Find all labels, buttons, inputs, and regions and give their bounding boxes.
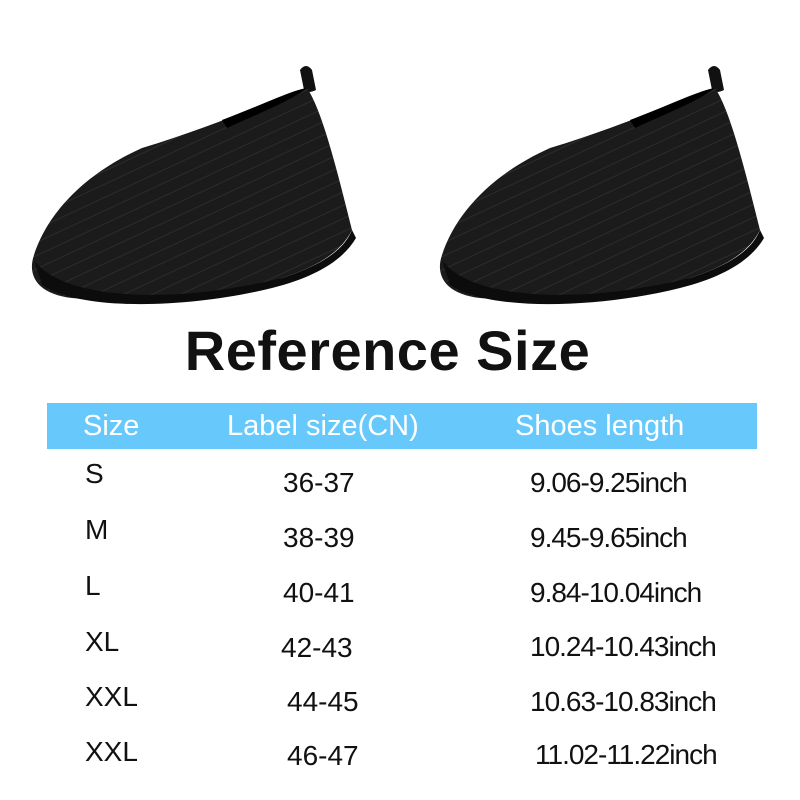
length-cell: 9.84-10.04inch [530, 577, 702, 608]
size-cell: M [85, 514, 109, 545]
length-cell: 11.02-11.22inch [535, 739, 718, 770]
length-cell: 9.45-9.65inch [530, 522, 688, 553]
length-cell: 9.06-9.25inch [530, 467, 688, 498]
label-cell: 46-47 [287, 740, 359, 771]
page-title: Reference Size [184, 319, 591, 382]
label-cell: 36-37 [283, 467, 355, 498]
header-label-size: Label size(CN) [227, 410, 419, 442]
length-cell: 10.24-10.43inch [530, 631, 717, 662]
label-cell: 44-45 [287, 686, 359, 717]
label-cell: 38-39 [283, 522, 355, 553]
size-cell: XL [85, 626, 120, 657]
shoe-image-left [31, 66, 356, 305]
table-header: Size Label size(CN) Shoes length [47, 403, 757, 449]
label-cell: 40-41 [283, 577, 355, 608]
size-cell: L [85, 570, 101, 601]
length-cell: 10.63-10.83inch [530, 686, 717, 717]
size-cell: XXL [85, 681, 138, 712]
size-cell: S [85, 458, 104, 489]
shoe-image-right [439, 66, 764, 305]
header-shoes-length: Shoes length [515, 410, 685, 442]
label-cell: 42-43 [281, 632, 353, 663]
size-cell: XXL [85, 736, 138, 767]
header-size: Size [83, 410, 140, 442]
